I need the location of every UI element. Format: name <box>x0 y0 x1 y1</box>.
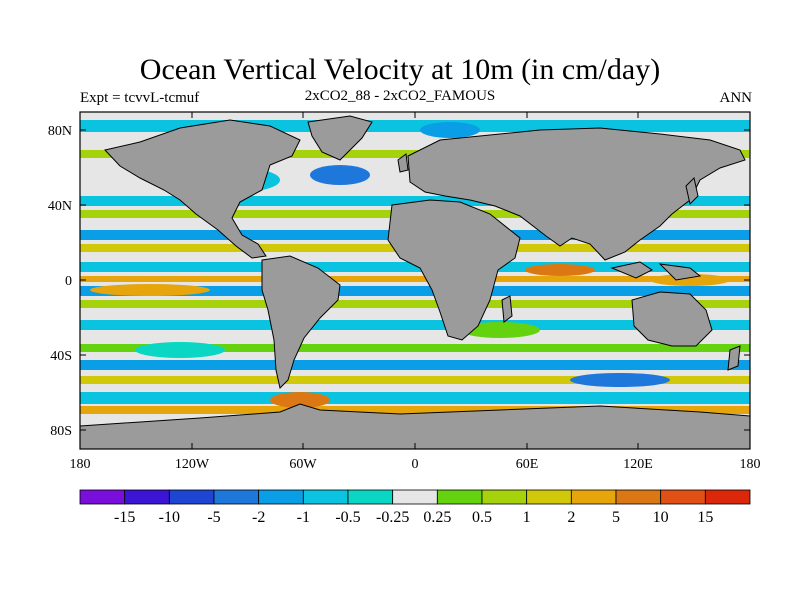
colorbar-label: 0.5 <box>472 509 492 526</box>
colorbar-label: -5 <box>207 509 220 526</box>
colorbar-swatch <box>213 489 260 505</box>
colorbar-swatch <box>124 489 170 505</box>
colorbar-label: -0.25 <box>376 509 409 526</box>
period-label: ANN <box>719 90 753 106</box>
y-axis: 80N 40N 0 40S 80S <box>48 124 750 439</box>
colorbar-swatch <box>660 489 706 505</box>
colorbar-swatch <box>436 489 483 505</box>
colorbar-label: -0.5 <box>335 509 360 526</box>
colorbar-swatch <box>258 489 304 505</box>
colorbar-swatch <box>481 489 528 505</box>
colorbar-swatch <box>392 489 438 505</box>
colorbar-swatch <box>526 489 572 505</box>
experiment-label: Expt = tcvvL-tcmuf <box>80 90 200 106</box>
colorbar-swatch <box>615 489 662 505</box>
colorbar-label: -1 <box>297 509 310 526</box>
map-title: Ocean Vertical Velocity at 10m (in cm/da… <box>139 53 661 86</box>
x-axis: 180 120W 60W 0 60E 120E 180 <box>70 112 761 472</box>
colorbar-label: -15 <box>114 509 135 526</box>
y-tick-label: 40S <box>50 349 72 364</box>
colorbar-swatch <box>570 489 617 505</box>
comparison-label: 2xCO2_88 - 2xCO2_FAMOUS <box>304 88 496 104</box>
colorbar: -15 -10 -5 -2 -1 -0.5 -0.25 0.25 0.5 1 2 5 10 15 <box>79 489 751 526</box>
colorbar-label: 15 <box>697 509 713 526</box>
colorbar-label: -10 <box>159 509 180 526</box>
x-tick-label: 180 <box>70 457 91 472</box>
y-tick-label: 80N <box>48 124 72 139</box>
colorbar-label: 10 <box>653 509 669 526</box>
colorbar-swatch <box>168 489 215 505</box>
x-tick-label: 120W <box>175 457 210 472</box>
colorbar-swatch <box>347 489 394 505</box>
colorbar-swatch <box>302 489 349 505</box>
x-tick-label: 60E <box>516 457 539 472</box>
x-tick-label: 180 <box>740 457 761 472</box>
x-tick-label: 120E <box>623 457 653 472</box>
colorbar-label: 1 <box>523 509 531 526</box>
colorbar-swatch <box>79 489 126 505</box>
colorbar-label: -2 <box>252 509 265 526</box>
y-tick-label: 40N <box>48 199 72 214</box>
y-tick-label: 80S <box>50 424 72 439</box>
y-tick-label: 0 <box>65 274 72 289</box>
colorbar-swatch <box>704 489 751 505</box>
colorbar-label: 5 <box>612 509 620 526</box>
colorbar-label: 2 <box>567 509 575 526</box>
x-tick-label: 0 <box>412 457 419 472</box>
x-tick-label: 60W <box>289 457 317 472</box>
colorbar-label: 0.25 <box>423 509 451 526</box>
ocean-field <box>80 112 750 449</box>
